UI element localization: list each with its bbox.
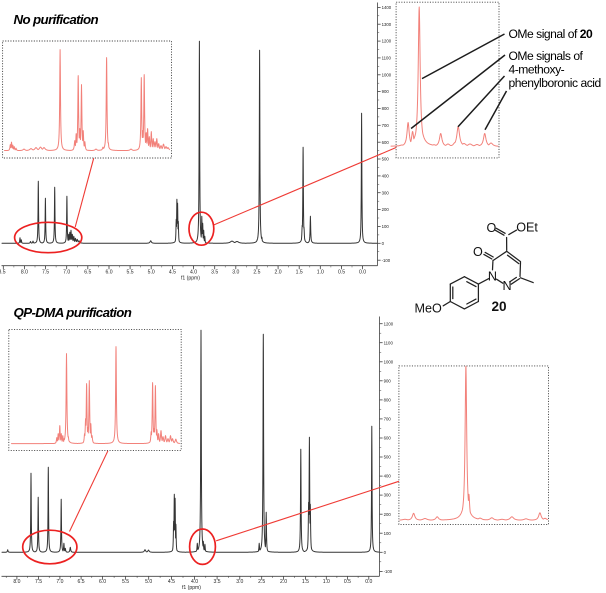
svg-text:20: 20 — [491, 299, 506, 314]
svg-text:-100: -100 — [384, 569, 393, 574]
svg-text:1000: 1000 — [384, 359, 394, 364]
svg-text:QP-DMA purification: QP-DMA purification — [14, 305, 132, 320]
svg-text:4.0: 4.0 — [190, 270, 197, 276]
svg-text:2.5: 2.5 — [253, 270, 260, 276]
svg-text:6.5: 6.5 — [84, 270, 91, 276]
svg-text:0.0: 0.0 — [359, 270, 366, 276]
svg-text:0.5: 0.5 — [338, 270, 345, 276]
svg-text:2.0: 2.0 — [280, 579, 287, 585]
svg-text:OMe signal of 20: OMe signal of 20 — [509, 27, 594, 41]
svg-text:f1 (ppm): f1 (ppm) — [181, 276, 200, 282]
svg-text:0.0: 0.0 — [365, 579, 372, 585]
svg-text:3.5: 3.5 — [214, 579, 221, 585]
svg-text:8.0: 8.0 — [13, 579, 20, 585]
svg-text:7.0: 7.0 — [63, 270, 70, 276]
svg-text:OEt: OEt — [516, 221, 538, 235]
svg-text:2.5: 2.5 — [258, 579, 265, 585]
svg-text:500: 500 — [382, 157, 390, 162]
svg-text:O: O — [487, 221, 497, 235]
svg-text:800: 800 — [384, 398, 392, 403]
svg-text:N: N — [488, 270, 497, 284]
svg-text:5.5: 5.5 — [127, 270, 134, 276]
svg-text:4.5: 4.5 — [169, 270, 176, 276]
svg-text:900: 900 — [382, 89, 390, 94]
svg-text:1300: 1300 — [382, 22, 392, 27]
svg-text:7.5: 7.5 — [42, 270, 49, 276]
svg-text:800: 800 — [382, 106, 390, 111]
svg-text:900: 900 — [384, 378, 392, 383]
svg-text:600: 600 — [382, 140, 390, 145]
svg-text:200: 200 — [384, 512, 392, 517]
svg-text:1000: 1000 — [382, 72, 392, 77]
svg-text:400: 400 — [384, 474, 392, 479]
svg-text:7.5: 7.5 — [35, 579, 42, 585]
svg-text:N: N — [502, 279, 511, 293]
svg-text:400: 400 — [382, 174, 390, 179]
svg-text:No purification: No purification — [14, 12, 99, 27]
svg-text:6.0: 6.0 — [99, 579, 106, 585]
svg-text:O: O — [473, 245, 483, 259]
svg-text:6.0: 6.0 — [105, 270, 112, 276]
svg-text:3.0: 3.0 — [232, 270, 239, 276]
svg-text:OMe signals of: OMe signals of — [509, 49, 584, 63]
svg-text:3.5: 3.5 — [211, 270, 218, 276]
svg-text:4.5: 4.5 — [168, 579, 175, 585]
svg-text:3.0: 3.0 — [236, 579, 243, 585]
svg-text:1.0: 1.0 — [323, 579, 330, 585]
svg-text:200: 200 — [382, 207, 390, 212]
svg-text:0: 0 — [384, 550, 387, 555]
svg-text:100: 100 — [384, 531, 392, 536]
svg-text:5.0: 5.0 — [145, 579, 152, 585]
svg-text:1200: 1200 — [382, 39, 392, 44]
svg-text:8.5: 8.5 — [0, 270, 6, 276]
svg-text:1400: 1400 — [382, 5, 392, 10]
svg-text:1100: 1100 — [384, 340, 394, 345]
svg-text:300: 300 — [382, 190, 390, 195]
svg-text:1.0: 1.0 — [317, 270, 324, 276]
svg-text:500: 500 — [384, 455, 392, 460]
svg-text:1200: 1200 — [384, 321, 394, 326]
svg-text:700: 700 — [382, 123, 390, 128]
svg-text:8.0: 8.0 — [21, 270, 28, 276]
svg-text:1.5: 1.5 — [296, 270, 303, 276]
svg-text:4.0: 4.0 — [191, 579, 198, 585]
svg-text:1100: 1100 — [382, 56, 392, 61]
svg-text:100: 100 — [382, 224, 390, 229]
svg-text:5.5: 5.5 — [122, 579, 129, 585]
svg-text:phenylboronic acid: phenylboronic acid — [509, 76, 601, 90]
svg-text:1.5: 1.5 — [302, 579, 309, 585]
svg-text:4-methoxy-: 4-methoxy- — [509, 62, 565, 76]
svg-text:-100: -100 — [382, 258, 391, 263]
svg-text:0: 0 — [382, 241, 385, 246]
svg-text:5.0: 5.0 — [148, 270, 155, 276]
svg-text:7.0: 7.0 — [56, 579, 63, 585]
svg-text:0.5: 0.5 — [344, 579, 351, 585]
svg-text:f1 (ppm): f1 (ppm) — [182, 585, 201, 591]
svg-text:2.0: 2.0 — [275, 270, 282, 276]
svg-text:700: 700 — [384, 417, 392, 422]
svg-text:300: 300 — [384, 493, 392, 498]
svg-text:600: 600 — [384, 436, 392, 441]
svg-text:MeO: MeO — [415, 301, 442, 315]
svg-text:6.5: 6.5 — [78, 579, 85, 585]
